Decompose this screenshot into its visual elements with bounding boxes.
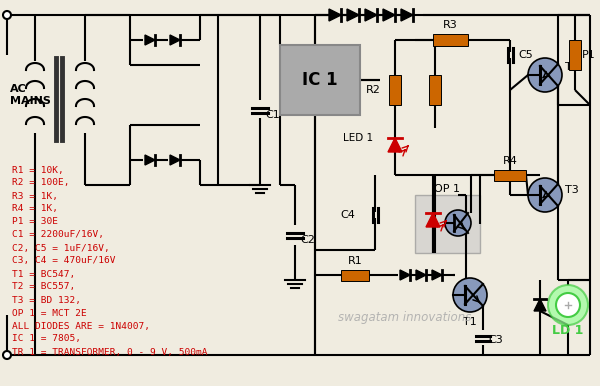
Text: T1: T1: [463, 317, 477, 327]
Polygon shape: [145, 35, 155, 45]
Text: C2, C5 = 1uF/16V,: C2, C5 = 1uF/16V,: [12, 244, 110, 252]
Text: R1 = 10K,: R1 = 10K,: [12, 166, 64, 174]
Text: IC 1: IC 1: [302, 71, 338, 89]
Bar: [389, 75, 401, 105]
Bar: [341, 269, 369, 281]
Polygon shape: [534, 299, 546, 311]
Text: R3 = 1K,: R3 = 1K,: [12, 191, 58, 200]
Circle shape: [3, 351, 11, 359]
Bar: [415, 195, 480, 253]
Text: R2 = 100E,: R2 = 100E,: [12, 178, 70, 188]
Circle shape: [556, 293, 580, 317]
Bar: [429, 75, 441, 105]
Polygon shape: [432, 270, 442, 280]
Text: C1 = 2200uF/16V,: C1 = 2200uF/16V,: [12, 230, 104, 239]
Polygon shape: [329, 9, 341, 21]
Text: AC
MAINS: AC MAINS: [10, 84, 51, 106]
Text: T3 = BD 132,: T3 = BD 132,: [12, 296, 81, 305]
Polygon shape: [426, 213, 440, 227]
Text: C2: C2: [300, 235, 315, 245]
Polygon shape: [400, 270, 410, 280]
Circle shape: [528, 178, 562, 212]
Text: OP 1: OP 1: [434, 184, 461, 194]
Text: C3: C3: [488, 335, 503, 345]
Circle shape: [548, 285, 588, 325]
Text: TR 1 = TRANSFORMER, 0 - 9 V, 500mA: TR 1 = TRANSFORMER, 0 - 9 V, 500mA: [12, 347, 208, 357]
Polygon shape: [388, 138, 402, 152]
Text: R4 = 1K,: R4 = 1K,: [12, 205, 58, 213]
Polygon shape: [145, 155, 155, 165]
Polygon shape: [347, 9, 359, 21]
Text: R1: R1: [347, 256, 362, 266]
Text: P1: P1: [582, 50, 596, 60]
Text: LED 1: LED 1: [343, 133, 373, 143]
Text: T2: T2: [565, 62, 579, 72]
Bar: [494, 169, 526, 181]
Text: T3: T3: [565, 185, 579, 195]
Circle shape: [528, 58, 562, 92]
Text: swagatam innovations: swagatam innovations: [338, 312, 472, 325]
Circle shape: [445, 210, 471, 236]
Circle shape: [453, 278, 487, 312]
Text: R4: R4: [503, 156, 517, 166]
Text: P1 = 30E: P1 = 30E: [12, 217, 58, 227]
Bar: [280, 45, 360, 115]
Polygon shape: [416, 270, 426, 280]
Polygon shape: [170, 155, 180, 165]
Polygon shape: [383, 9, 395, 21]
Bar: [433, 34, 467, 46]
Text: OP 1 = MCT 2E: OP 1 = MCT 2E: [12, 308, 87, 318]
Polygon shape: [170, 35, 180, 45]
Circle shape: [3, 11, 11, 19]
Text: T1 = BC547,: T1 = BC547,: [12, 269, 75, 279]
Polygon shape: [401, 9, 413, 21]
Polygon shape: [365, 9, 377, 21]
Text: R3: R3: [443, 20, 457, 30]
Text: C5: C5: [518, 50, 533, 60]
Text: R2: R2: [366, 85, 381, 95]
Text: IC 1 = 7805,: IC 1 = 7805,: [12, 335, 81, 344]
Bar: [569, 40, 581, 70]
Text: C1: C1: [265, 110, 280, 120]
Text: ALL DIODES ARE = 1N4007,: ALL DIODES ARE = 1N4007,: [12, 322, 150, 330]
Text: C4: C4: [340, 210, 355, 220]
Text: T2 = BC557,: T2 = BC557,: [12, 283, 75, 291]
Text: LD 1: LD 1: [553, 323, 584, 337]
Text: C3, C4 = 470uF/16V: C3, C4 = 470uF/16V: [12, 257, 115, 266]
